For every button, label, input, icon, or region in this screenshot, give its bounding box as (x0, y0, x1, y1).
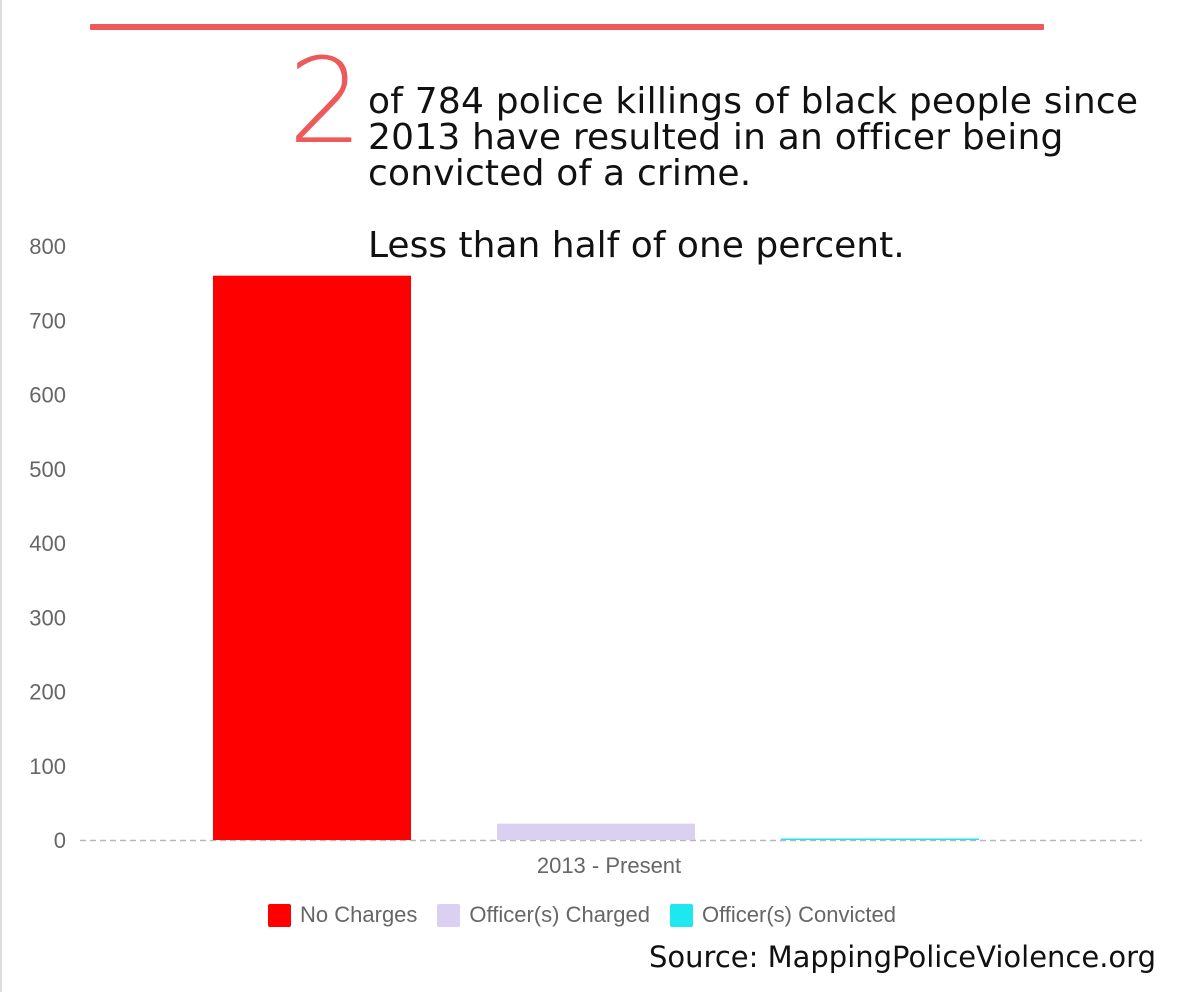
legend-item[interactable]: Officer(s) Convicted (669, 902, 896, 928)
legend-item[interactable]: No Charges (268, 902, 417, 928)
legend-label: Officer(s) Charged (469, 902, 650, 927)
chart-legend: No Charges Officer(s) Charged Officer(s) C… (0, 902, 1164, 928)
y-tick-label: 500 (29, 457, 66, 482)
legend-swatch (669, 903, 693, 927)
x-axis: 2013 - Present (537, 853, 681, 878)
y-tick-label: 300 (29, 605, 66, 630)
x-category-label: 2013 - Present (537, 853, 681, 878)
y-tick-label: 400 (29, 531, 66, 556)
y-tick-label: 100 (29, 754, 66, 779)
headline-subline: Less than half of one percent. (368, 225, 905, 266)
bar-officer-s-charged (497, 823, 695, 840)
legend-item[interactable]: Officer(s) Charged (437, 902, 650, 928)
y-tick-label: 700 (29, 308, 66, 333)
bar-group (213, 275, 979, 840)
left-edge-border (0, 0, 2, 992)
y-tick-label: 0 (54, 828, 66, 853)
legend-swatch (437, 903, 461, 927)
source-credit: Source: MappingPoliceViolence.org (649, 940, 1156, 974)
y-axis: 0 100 200 300 400 500 600 700 800 (29, 234, 66, 853)
bar-no-charges (213, 275, 411, 840)
top-accent-rule (90, 24, 1044, 30)
headline-big-number: 2 (288, 32, 364, 170)
bar-officer-s-convicted (781, 838, 979, 840)
headline-text: of 784 police killings of black people s… (368, 84, 1168, 192)
y-tick-label: 600 (29, 383, 66, 408)
legend-label: No Charges (300, 902, 418, 927)
legend-swatch (268, 903, 292, 927)
y-tick-label: 200 (29, 680, 66, 705)
headline-line-1: of 784 police killings of black people s… (368, 81, 1139, 122)
legend-label: Officer(s) Convicted (701, 902, 896, 927)
y-tick-label: 800 (29, 234, 66, 259)
headline-line-2: 2013 have resulted in an officer being (368, 117, 1064, 158)
headline-line-3: convicted of a crime. (368, 153, 752, 194)
